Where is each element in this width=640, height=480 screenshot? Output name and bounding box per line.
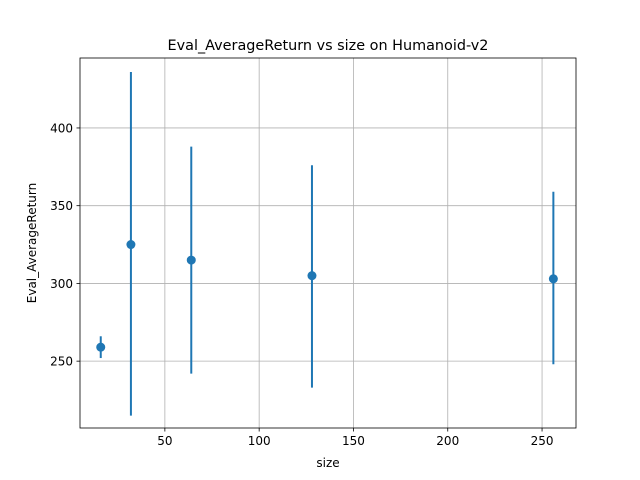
y-tick-label: 400	[50, 121, 73, 135]
chart-title: Eval_AverageReturn vs size on Humanoid-v…	[168, 38, 489, 54]
y-tick-label: 350	[50, 199, 73, 213]
data-point	[96, 342, 106, 352]
x-tick-label: 250	[531, 434, 554, 448]
data-point	[126, 240, 136, 250]
tick-layer: 50 100 150 200 250 250 300 350 400	[50, 121, 553, 448]
x-axis-label: size	[316, 456, 339, 470]
data-point	[307, 271, 317, 281]
data-layer	[96, 71, 558, 416]
data-point	[548, 274, 558, 284]
x-tick-label: 150	[342, 434, 365, 448]
x-tick-label: 50	[157, 434, 172, 448]
x-tick-label: 100	[248, 434, 271, 448]
y-tick-label: 250	[50, 355, 73, 369]
y-axis-label: Eval_AverageReturn	[25, 183, 39, 303]
data-point	[186, 255, 196, 265]
plot-frame	[79, 57, 577, 429]
grid-layer	[80, 58, 576, 428]
x-tick-label: 200	[436, 434, 459, 448]
y-tick-label: 300	[50, 277, 73, 291]
